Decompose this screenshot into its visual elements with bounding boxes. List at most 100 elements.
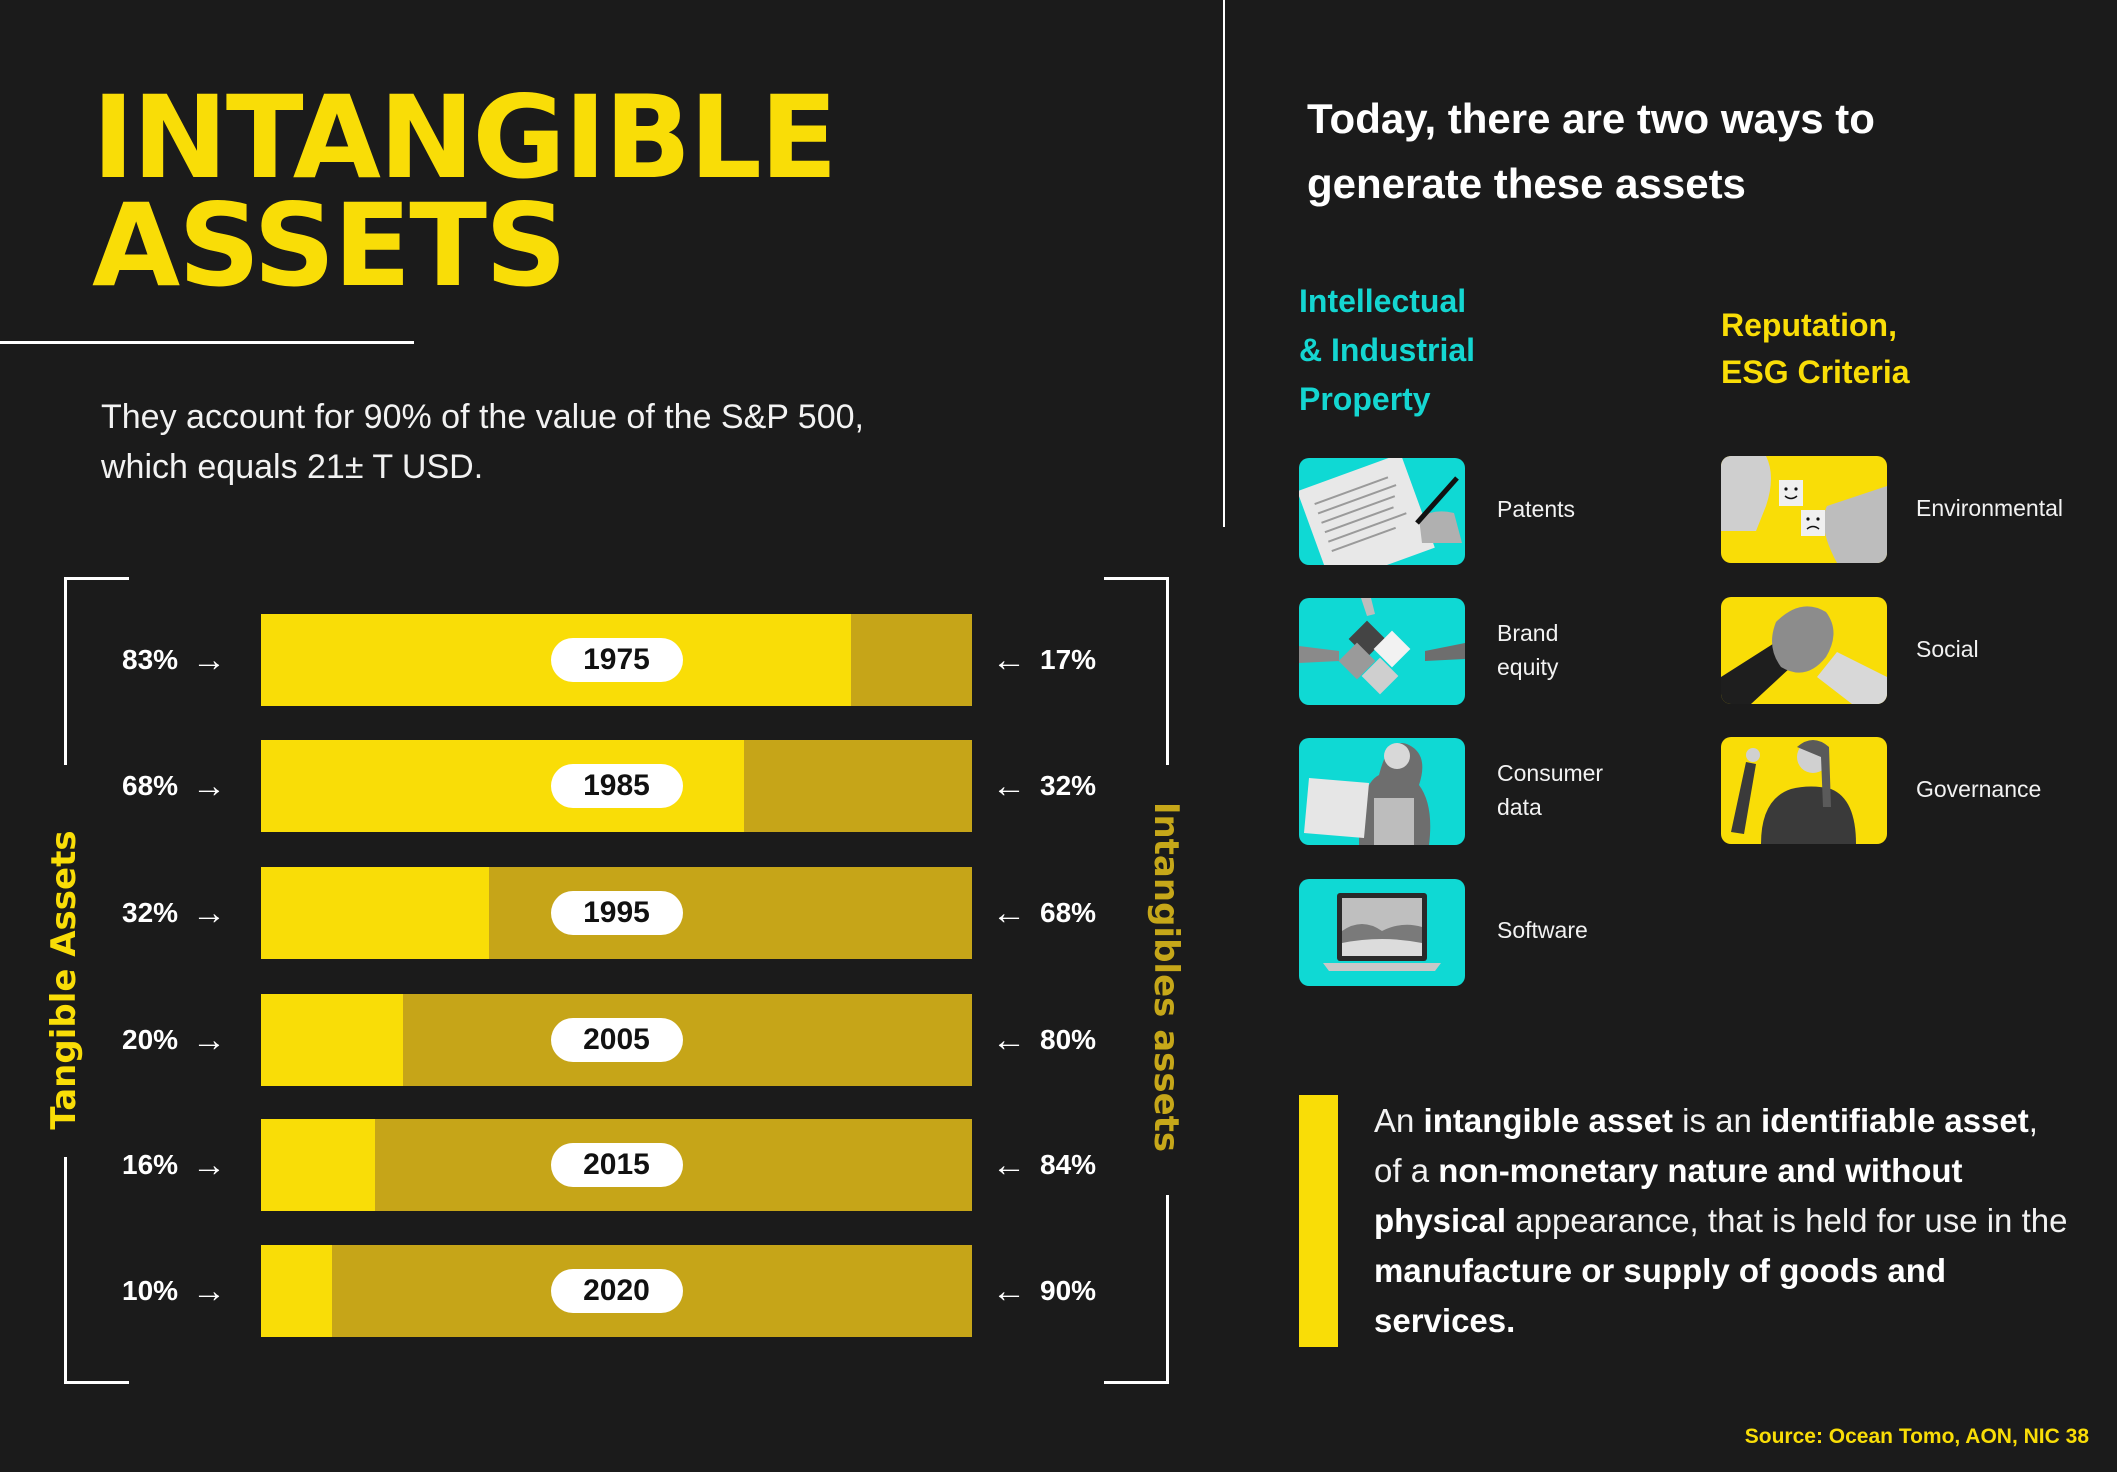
tangible-segment [261,1245,333,1337]
arrow-right-icon: → [192,1272,227,1310]
tangible-percent: 20% → [122,994,226,1086]
arrow-left-icon: ← [992,1272,1026,1310]
tangible-percent-value: 10% [122,1275,179,1306]
page-title: INTANGIBLE ASSETS [92,81,838,312]
bar-row-2015: 16% → 2015 ← 84% [0,1119,1200,1211]
tangible-percent: 32% → [122,867,226,959]
tangible-percent: 10% → [122,1245,226,1337]
smiley-blocks-icon [1721,456,1887,563]
tangible-percent-value: 32% [122,897,179,928]
tangible-percent: 16% → [122,1119,226,1211]
arrow-left-icon: ← [992,767,1026,805]
left-bracket-top [64,577,129,765]
arrow-right-icon: → [192,894,227,932]
item-label-line: Patents [1497,496,1575,522]
year-pill: 1985 [550,764,683,808]
intangible-percent-value: 68% [1040,897,1097,928]
tangible-segment [261,994,404,1086]
title-line-2: ASSETS [92,179,567,312]
tangible-percent: 83% → [122,614,226,706]
bar-row-1975: 83% → 1975 ← 17% [0,614,1200,706]
intangible-percent-value: 32% [1040,770,1097,801]
definition-segment-bold: identifiable asset [1761,1102,2029,1139]
definition-segment: , of a [1374,1102,2038,1189]
arrow-left-icon: ← [992,894,1026,932]
category-title-line: Property [1299,381,1431,417]
stacked-bar: 2005 [261,994,972,1086]
item-label-software: Software [1497,913,1588,947]
arrow-right-icon: → [192,641,227,679]
item-label-line: Consumer [1497,760,1604,786]
left-bracket-bottom [64,1157,129,1384]
stacked-bar: 1975 [261,614,972,706]
stacked-bar: 2015 [261,1119,972,1211]
intangible-percent-value: 84% [1040,1149,1097,1180]
tangible-percent-value: 83% [122,644,179,675]
tangible-percent: 68% → [122,740,226,832]
right-bracket-bottom [1104,1195,1169,1384]
arrow-left-icon: ← [992,1146,1026,1184]
intangible-percent: ← 17% [992,614,1096,706]
stacked-bar: 1995 [261,867,972,959]
title-underline-divider [0,341,414,344]
definition-accent-bar [1299,1095,1338,1347]
arrow-left-icon: ← [992,641,1026,679]
year-pill: 2015 [550,1143,683,1187]
arrow-right-icon: → [192,767,227,805]
arrow-left-icon: ← [992,1021,1026,1059]
intangible-percent: ← 68% [992,867,1096,959]
category-title-line: Reputation, [1721,307,1897,343]
subtitle-line-2: which equals 21± T USD. [101,448,484,486]
subtitle: They account for 90% of the value of the… [101,392,1101,492]
laptop-icon [1299,879,1465,986]
intangible-percent: ← 80% [992,994,1096,1086]
tangible-segment [261,1119,375,1211]
item-label-line: Social [1916,636,1979,662]
source-citation: Source: Ocean Tomo, AON, NIC 38 [1744,1425,2089,1448]
handshake-icon [1721,597,1887,704]
category-title-line: Intellectual [1299,283,1467,319]
definition-text: An intangible asset is an identifiable a… [1374,1096,2074,1346]
definition-segment-bold: non-monetary nature and without physical [1374,1152,1963,1239]
tangible-percent-value: 68% [122,770,179,801]
patent-document-icon [1299,458,1465,565]
arrow-right-icon: → [192,1146,227,1184]
person-laptop-icon [1299,738,1465,845]
tangible-segment [261,867,489,959]
year-pill: 1975 [550,638,683,682]
year-pill: 2020 [550,1269,683,1313]
item-label-consumer-data: Consumer data [1497,756,1603,824]
item-label-social: Social [1916,632,1979,666]
item-label-line: Environmental [1916,495,2064,521]
item-label-brand-equity: Brand equity [1497,616,1558,684]
item-label-line: data [1497,794,1542,820]
tangible-percent-value: 20% [122,1024,179,1055]
category-intellectual-property-title: Intellectual & Industrial Property [1299,277,1475,424]
definition-segment-bold: intangible asset [1423,1102,1673,1139]
arrow-right-icon: → [192,1021,227,1059]
tangible-percent-value: 16% [122,1149,179,1180]
subtitle-line-1: They account for 90% of the value of the… [101,398,864,436]
intangible-percent-value: 17% [1040,644,1097,675]
definition-segment: appearance, that is held for use in the [1506,1202,2068,1239]
definition-segment: is an [1672,1102,1761,1139]
intangible-percent-value: 90% [1040,1275,1097,1306]
category-title-line: ESG Criteria [1721,354,1910,390]
item-label-line: Brand [1497,620,1559,646]
item-label-line: equity [1497,654,1559,680]
year-pill: 1995 [550,891,683,935]
intangible-percent: ← 84% [992,1119,1096,1211]
definition-segment-bold: manufacture or supply of goods and servi… [1374,1252,1947,1339]
item-label-environmental: Environmental [1916,491,2063,525]
category-title-line: & Industrial [1299,332,1476,368]
bar-row-2020: 10% → 2020 ← 90% [0,1245,1200,1337]
item-label-patents: Patents [1497,492,1575,526]
intangible-percent-value: 80% [1040,1024,1097,1055]
person-pointing-icon [1721,737,1887,844]
right-bracket-top [1104,577,1169,765]
puzzle-pieces-icon [1299,598,1465,705]
column-divider [1223,0,1225,527]
intangible-assets-axis-label: Intangibles assets [1146,801,1186,1153]
bar-row-2005: 20% → 2005 ← 80% [0,994,1200,1086]
category-reputation-esg-title: Reputation, ESG Criteria [1721,302,1910,396]
